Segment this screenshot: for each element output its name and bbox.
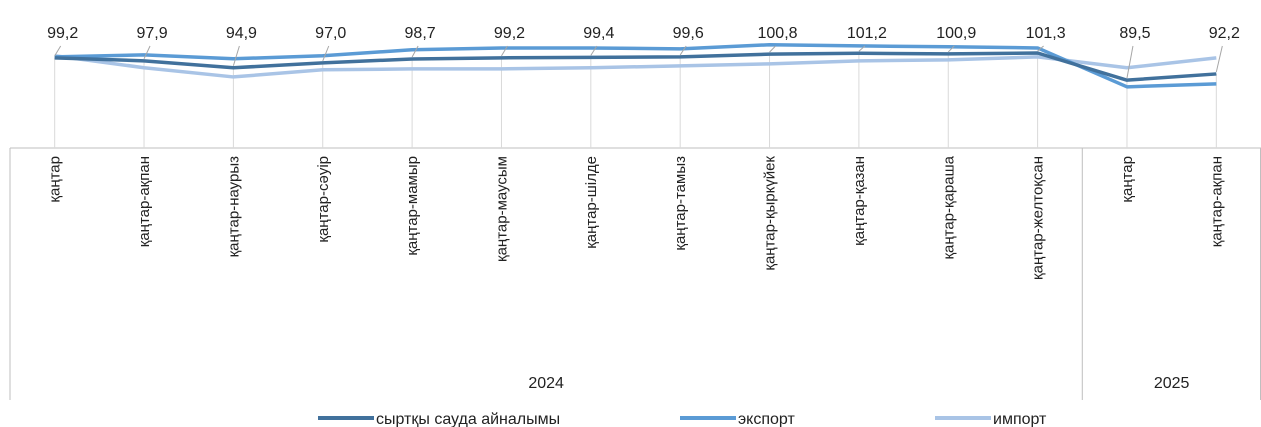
- data-label: 100,9: [936, 25, 976, 42]
- x-tick-label: қаңтар-сәуір: [315, 156, 332, 243]
- label-leader: [232, 45, 240, 66]
- group-label: 2025: [1154, 375, 1190, 392]
- legend-label: экспорт: [738, 411, 795, 427]
- data-label: 101,3: [1026, 25, 1066, 42]
- label-leader: [143, 45, 151, 60]
- x-tick-label: қаңтар-ақпан: [136, 156, 153, 247]
- x-tick-label: қаңтар-мамыр: [404, 156, 421, 256]
- label-leader: [769, 45, 776, 53]
- label-leader: [1037, 45, 1044, 52]
- label-leader: [411, 45, 419, 58]
- data-label: 99,2: [494, 25, 525, 42]
- data-label: 101,2: [847, 25, 887, 42]
- group-label: 2024: [528, 375, 564, 392]
- data-label: 92,2: [1209, 25, 1240, 42]
- label-leader: [54, 45, 62, 57]
- x-tick-label: қаңтар-желтоқсан: [1030, 156, 1047, 280]
- data-label: 98,7: [405, 25, 436, 42]
- label-leader: [322, 45, 330, 62]
- data-label: 89,5: [1119, 25, 1150, 42]
- x-tick-label: қаңтар: [47, 156, 64, 203]
- label-leader: [590, 45, 598, 56]
- data-label: 99,6: [673, 25, 704, 42]
- label-leader: [1215, 45, 1223, 73]
- data-label: 97,0: [315, 25, 346, 42]
- x-tick-label: қаңтар-наурыз: [225, 156, 242, 257]
- series-line: [54, 51, 1217, 82]
- legend-label: импорт: [993, 411, 1047, 427]
- data-label: 94,9: [226, 25, 257, 42]
- label-leader: [679, 45, 687, 56]
- x-tick-label: қаңтар-қазан: [851, 156, 868, 246]
- series-line: [54, 42, 1217, 89]
- data-label: 99,4: [583, 25, 614, 42]
- data-label: 100,8: [758, 25, 798, 42]
- data-label: 97,9: [136, 25, 167, 42]
- label-leader: [501, 45, 508, 57]
- label-leader: [858, 45, 866, 52]
- legend-label: сыртқы сауда айналымы: [376, 411, 560, 427]
- x-tick-label: қаңтар-қыркүйек: [762, 156, 779, 271]
- x-tick-label: қаңтар: [1119, 156, 1136, 203]
- data-label: 99,2: [47, 25, 78, 42]
- x-tick-label: қаңтар-тамыз: [672, 156, 689, 251]
- label-leader: [947, 45, 955, 53]
- label-leader: [1126, 45, 1134, 79]
- x-tick-label: қаңтар-шілде: [583, 156, 600, 249]
- series-line: [54, 54, 1217, 79]
- x-tick-label: қаңтар-маусым: [493, 156, 510, 262]
- x-tick-label: қаңтар-қараша: [940, 155, 957, 259]
- x-tick-label: қаңтар-ақпан: [1208, 156, 1225, 247]
